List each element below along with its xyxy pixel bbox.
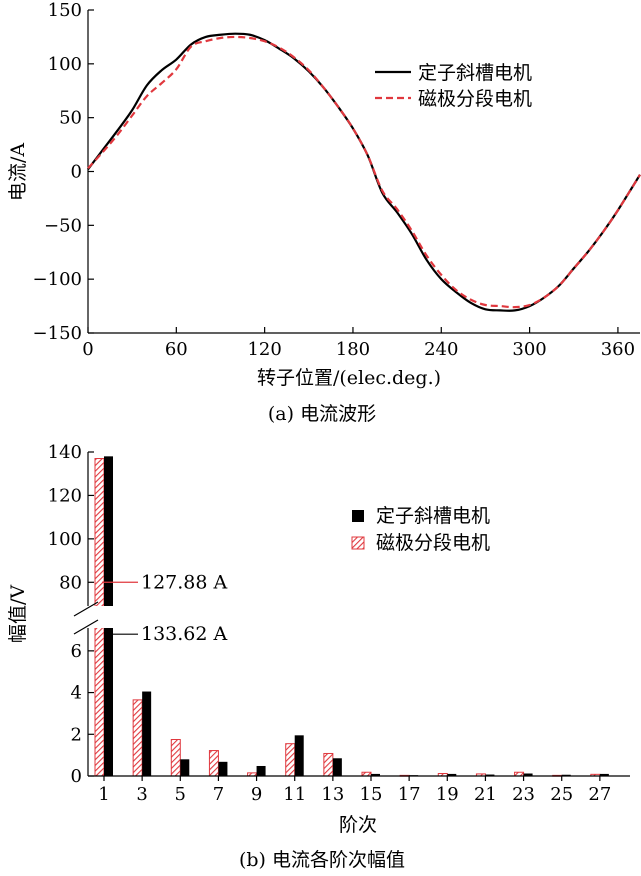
x-tick-label-b-25: 25 [550, 784, 573, 805]
series-group-a [87, 32, 641, 312]
annotation-red-text: 127.88 A [141, 571, 228, 593]
bar-solid-9 [256, 765, 266, 776]
y-tick-label-lower-4: 4 [71, 683, 82, 704]
bar-solid-5 [180, 759, 190, 776]
bar-solid-3 [142, 691, 152, 776]
x-tick-label-a-300: 300 [512, 339, 546, 360]
y-tick-label-a-150: 150 [48, 0, 82, 21]
x-axis-label-a: 转子位置/(elec.deg.) [257, 367, 441, 389]
y-axis-label-a: 电流/A [7, 143, 29, 201]
y-tick-label-upper-140: 140 [48, 442, 82, 463]
plot-area-a [87, 10, 640, 334]
y-tick-label-a--150: −150 [33, 323, 82, 344]
y-tick-label-lower-2: 2 [71, 724, 82, 745]
legend-a-label-1: 定子斜槽电机 [418, 62, 532, 84]
x-tick-label-b-19: 19 [436, 784, 459, 805]
bar-solid-19 [447, 773, 457, 776]
y-tick-label-lower-6: 6 [71, 641, 82, 662]
legend-a-label-2: 磁极分段电机 [418, 88, 532, 110]
bar-solid-15 [371, 773, 380, 776]
x-tick-label-a-120: 120 [247, 339, 281, 360]
x-tick-label-b-3: 3 [136, 784, 147, 805]
x-tick-label-b-1: 1 [98, 784, 109, 805]
y-tick-label-a--100: −100 [33, 269, 82, 290]
y-tick-label-lower-0: 0 [71, 766, 82, 787]
bar-hatched-7 [208, 750, 219, 777]
y-tick-label-upper-100: 100 [48, 529, 82, 550]
x-tick-label-b-13: 13 [321, 784, 344, 805]
current-waveform-chart: 0 60 120 180 240 300 360 150 100 50 0 −50 −100 −150 定… [7, 0, 641, 425]
bar-hatched-11 [285, 743, 296, 777]
legend-b-label-1: 定子斜槽电机 [376, 505, 490, 527]
y-tick-label-a-100: 100 [48, 54, 82, 75]
series-line-a-2 [87, 35, 641, 309]
x-tick-label-b-11: 11 [283, 784, 306, 805]
legend-b-swatch-1 [352, 510, 364, 522]
legend-b-swatch-2 [351, 536, 365, 550]
legend-b-label-2: 磁极分段电机 [376, 532, 490, 554]
axis-break-mark-1 [73, 601, 99, 617]
bar-solid-7 [218, 761, 228, 776]
y-tick-label-upper-80: 80 [59, 572, 82, 593]
x-tick-label-a-180: 180 [336, 339, 370, 360]
legend-a: 定子斜槽电机 磁极分段电机 [375, 62, 532, 110]
caption-b: (b) 电流各阶次幅值 [239, 849, 405, 871]
x-tick-label-b-15: 15 [360, 784, 383, 805]
x-tick-label-a-240: 240 [424, 339, 458, 360]
x-tick-label-b-17: 17 [398, 784, 421, 805]
y-tick-label-a-0: 0 [71, 162, 82, 183]
axes-b [73, 452, 630, 777]
x-tick-label-a-0: 0 [82, 339, 93, 360]
x-tick-label-b-27: 27 [588, 784, 611, 805]
x-tick-label-b-21: 21 [474, 784, 497, 805]
x-tick-label-b-9: 9 [251, 784, 262, 805]
x-tick-label-a-360: 360 [601, 339, 635, 360]
y-axis-label-b: 幅值/V [7, 585, 29, 643]
annotation-black-text: 133.62 A [141, 623, 228, 645]
y-tick-label-a-50: 50 [59, 108, 82, 129]
caption-a: (a) 电流波形 [268, 403, 376, 425]
bar-hatched-3 [132, 699, 143, 777]
x-tick-label-b-5: 5 [175, 784, 186, 805]
axis-break-mark-2 [73, 619, 99, 635]
axis-break-gap [89, 606, 630, 628]
annotations-b: 127.88 A 133.62 A [102, 571, 228, 645]
bar-solid-13 [332, 758, 342, 776]
x-axis-label-b: 阶次 [339, 814, 377, 836]
legend-b: 定子斜槽电机 磁极分段电机 [351, 505, 490, 554]
x-tick-label-b-23: 23 [512, 784, 535, 805]
x-tick-label-a-60: 60 [165, 339, 188, 360]
x-tick-label-b-7: 7 [213, 784, 224, 805]
bar-hatched-5 [170, 739, 181, 777]
axis-ticks-a: 0 60 120 180 240 300 360 150 100 50 0 −50 −100 −150 [33, 0, 636, 360]
bar-solid-23 [523, 773, 533, 776]
y-tick-label-a--50: −50 [44, 215, 82, 236]
bar-solid-27 [599, 773, 609, 776]
y-tick-label-upper-120: 120 [48, 485, 82, 506]
bar-solid-21 [485, 774, 495, 776]
bar-solid-25 [561, 774, 571, 776]
bar-hatched-13 [323, 752, 334, 777]
bar-solid-11 [294, 735, 304, 776]
